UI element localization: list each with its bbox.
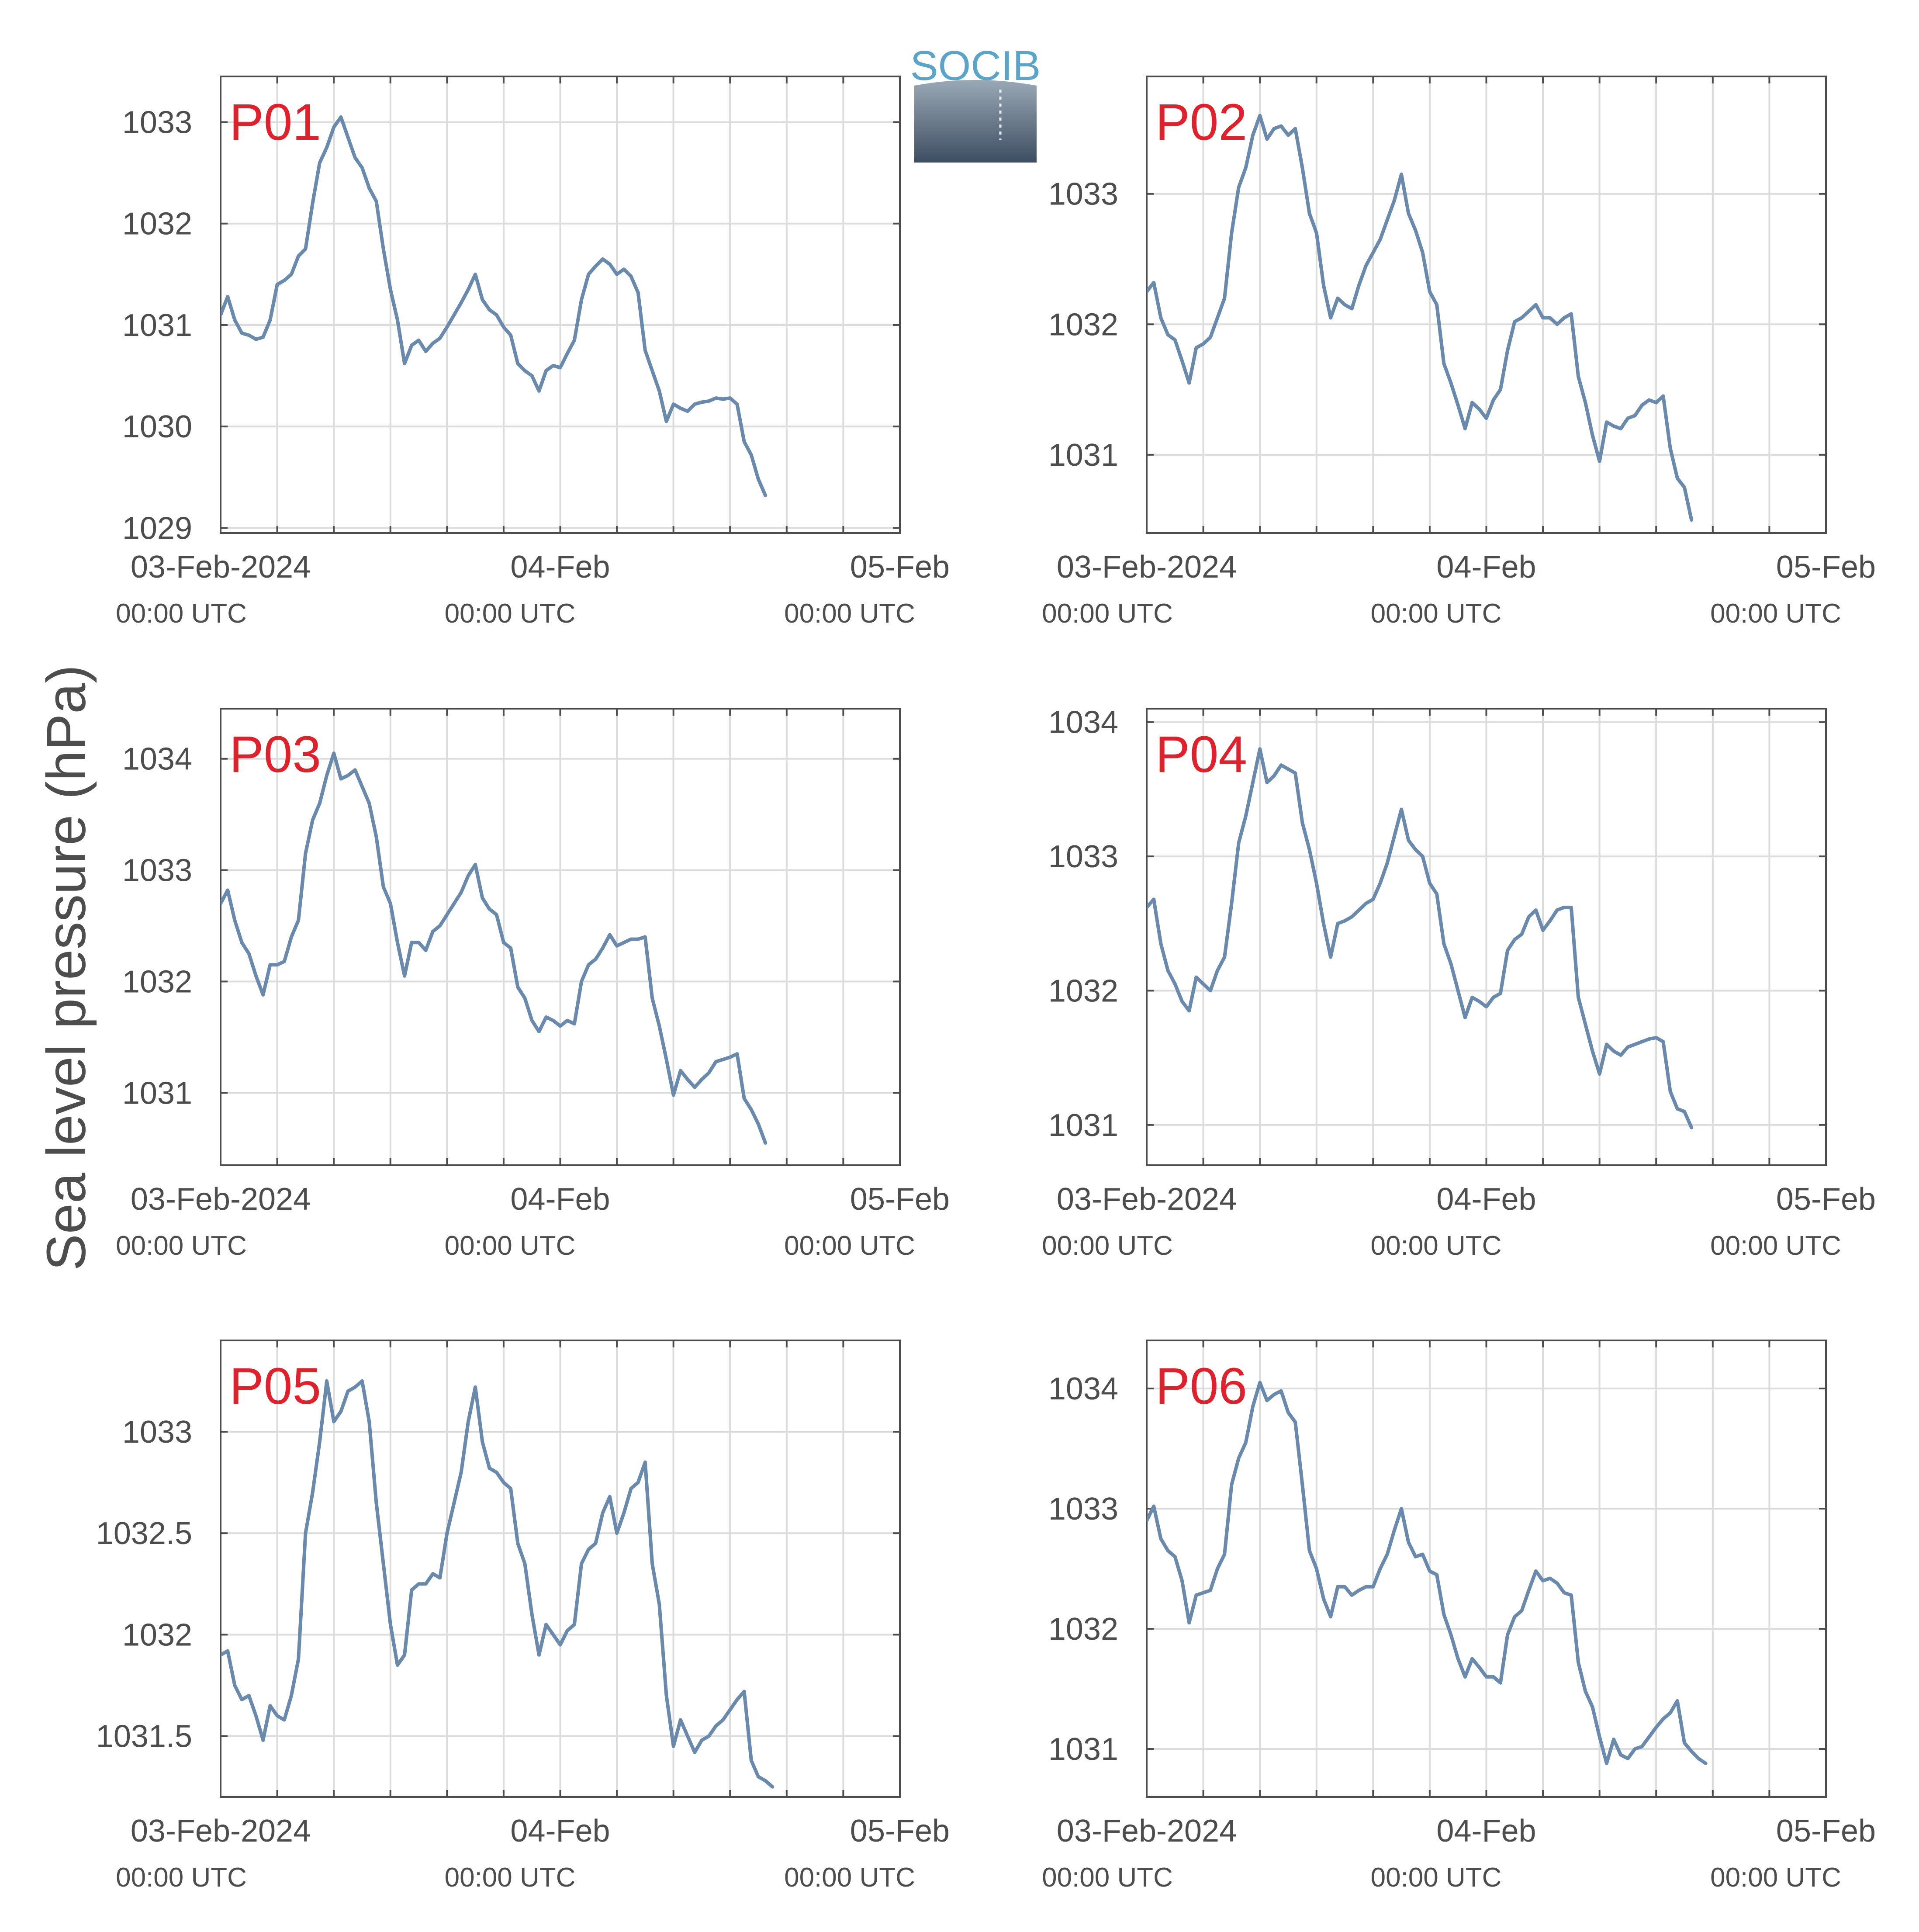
panel-label: P01	[229, 93, 321, 151]
y-tick-label: 1030	[122, 409, 192, 444]
chart-panel-p01: 1029 1030 1031 1032 1033 03-Feb-2024 00:00 UTC…	[116, 76, 950, 629]
panel-label: P04	[1155, 726, 1247, 783]
x-tick-label-time: 00:00 UTC	[1042, 1231, 1173, 1261]
plot-border	[220, 1340, 901, 1798]
x-tick-label-date: 04-Feb	[510, 1814, 610, 1849]
plot-border	[220, 708, 901, 1166]
x-tick-label-time: 00:00 UTC	[116, 1231, 247, 1261]
series-line	[1147, 114, 1694, 522]
y-tick-label: 1032	[122, 1617, 192, 1652]
y-tick-label: 1032	[122, 207, 192, 242]
x-tick-label-date: 03-Feb-2024	[1057, 1814, 1237, 1849]
x-tick-label-time: 00:00 UTC	[1371, 1863, 1502, 1893]
x-tick-label-time: 00:00 UTC	[1042, 1863, 1173, 1893]
y-tick-label: 1034	[1048, 705, 1118, 740]
series-line	[1147, 747, 1694, 1129]
series-line	[1147, 1381, 1708, 1765]
x-tick-label-time: 00:00 UTC	[1710, 599, 1841, 629]
x-tick-label-date: 05-Feb	[1776, 550, 1876, 585]
y-tick-label: 1031	[122, 1076, 192, 1111]
plot-border	[1146, 708, 1827, 1166]
chart-panel-p05: 1031.5 1032 1032.5 1033 03-Feb-2024 00:00 UTC…	[96, 1340, 950, 1893]
x-tick-label-time: 00:00 UTC	[445, 1863, 576, 1893]
chart-panel-p06: 1031 1032 1033 1034 03-Feb-2024 00:00 UTC 04-F…	[1042, 1340, 1876, 1893]
y-tick-label: 1033	[1048, 839, 1118, 874]
x-tick-label-time: 00:00 UTC	[445, 599, 576, 629]
x-tick-label-time: 00:00 UTC	[784, 1863, 915, 1893]
y-tick-label: 1032	[1048, 973, 1118, 1008]
series-line	[221, 115, 768, 498]
x-tick-label-time: 00:00 UTC	[1371, 1231, 1502, 1261]
y-tick-label: 1032	[122, 964, 192, 999]
y-tick-label: 1033	[122, 105, 192, 140]
y-axis-title: Sea level pressure (hPa)	[35, 665, 97, 1271]
x-tick-label-time: 00:00 UTC	[1371, 599, 1502, 629]
y-tick-label: 1029	[122, 511, 192, 546]
x-tick-label-date: 05-Feb	[1776, 1814, 1876, 1849]
x-tick-label-time: 00:00 UTC	[445, 1231, 576, 1261]
y-tick-label: 1034	[1048, 1371, 1118, 1406]
x-tick-label-date: 05-Feb	[1776, 1182, 1876, 1217]
y-tick-label: 1033	[1048, 1492, 1118, 1527]
panel-label: P05	[229, 1357, 321, 1415]
chart-panel-p02: 1031 1032 1033 03-Feb-2024 00:00 UTC 04-Feb 00…	[1042, 76, 1876, 629]
x-tick-label-date: 03-Feb-2024	[131, 1182, 311, 1217]
y-tick-label: 1033	[1048, 177, 1118, 212]
x-tick-label-date: 05-Feb	[850, 1182, 950, 1217]
panel-label: P02	[1155, 93, 1247, 151]
plot-border	[220, 76, 901, 534]
x-tick-label-time: 00:00 UTC	[784, 599, 915, 629]
x-tick-label-date: 05-Feb	[850, 1814, 950, 1849]
chart-panel-p03: 1031 1032 1033 1034 03-Feb-2024 00:00 UTC 04-F…	[116, 708, 950, 1261]
y-tick-label: 1032	[1048, 1612, 1118, 1647]
y-tick-label: 1033	[122, 853, 192, 888]
x-tick-label-date: 03-Feb-2024	[131, 550, 311, 585]
y-tick-label: 1032	[1048, 307, 1118, 342]
y-tick-label: 1031	[122, 308, 192, 343]
x-tick-label-date: 03-Feb-2024	[1057, 1182, 1237, 1217]
plot-border	[1146, 1340, 1827, 1798]
panels-container: 1029 1030 1031 1032 1033 03-Feb-2024 00:00 UTC…	[96, 76, 1876, 1893]
y-tick-label: 1033	[122, 1415, 192, 1450]
series-line	[221, 1379, 775, 1789]
x-tick-label-date: 03-Feb-2024	[1057, 550, 1237, 585]
x-tick-label-time: 00:00 UTC	[116, 599, 247, 629]
x-tick-label-time: 00:00 UTC	[784, 1231, 915, 1261]
x-tick-label-date: 04-Feb	[510, 1182, 610, 1217]
y-tick-label: 1031	[1048, 1732, 1118, 1767]
y-tick-label: 1031.5	[96, 1719, 192, 1754]
x-tick-label-date: 03-Feb-2024	[131, 1814, 311, 1849]
x-tick-label-time: 00:00 UTC	[1710, 1231, 1841, 1261]
x-tick-label-date: 04-Feb	[510, 550, 610, 585]
series-line	[221, 751, 768, 1145]
x-tick-label-date: 04-Feb	[1436, 1182, 1536, 1217]
chart-panel-p04: 1031 1032 1033 1034 03-Feb-2024 00:00 UTC 04-F…	[1042, 705, 1876, 1261]
x-tick-label-time: 00:00 UTC	[116, 1863, 247, 1893]
x-tick-label-date: 04-Feb	[1436, 550, 1536, 585]
x-tick-label-date: 04-Feb	[1436, 1814, 1536, 1849]
x-tick-label-time: 00:00 UTC	[1042, 599, 1173, 629]
x-tick-label-time: 00:00 UTC	[1710, 1863, 1841, 1893]
y-tick-label: 1031	[1048, 1108, 1118, 1143]
y-tick-label: 1032.5	[96, 1516, 192, 1551]
x-tick-label-date: 05-Feb	[850, 550, 950, 585]
socib-logo: SOCIB	[910, 42, 1041, 163]
plot-border	[1146, 76, 1827, 534]
logo-wave	[914, 80, 1037, 163]
panel-label: P06	[1155, 1357, 1247, 1415]
panel-label: P03	[229, 726, 321, 783]
y-tick-label: 1034	[122, 742, 192, 777]
y-tick-label: 1031	[1048, 438, 1118, 473]
